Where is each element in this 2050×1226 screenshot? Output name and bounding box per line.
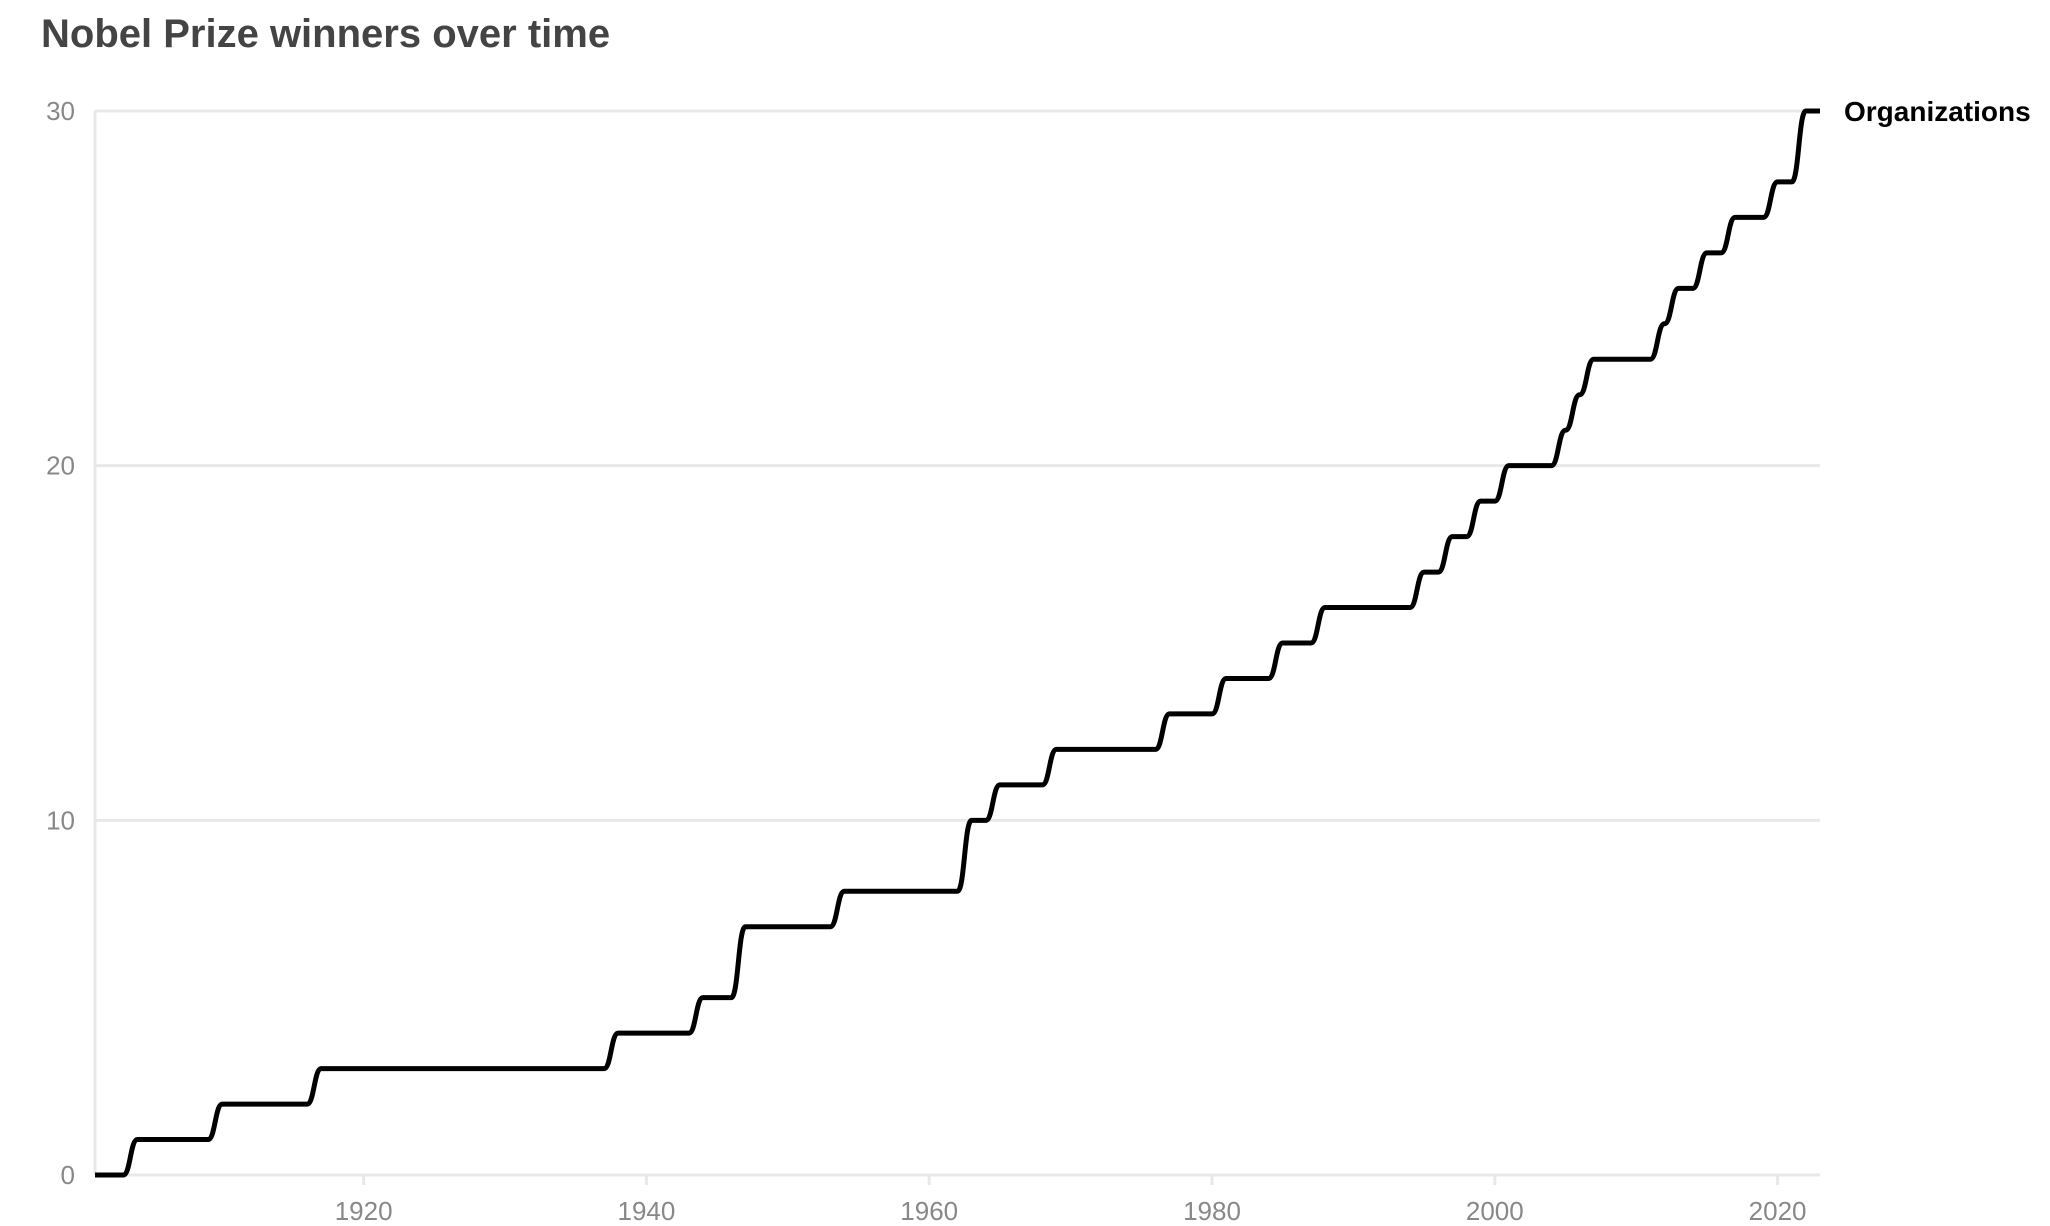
- x-tick-label: 2020: [1749, 1196, 1807, 1226]
- series-labels: Organizations: [1844, 96, 2031, 127]
- x-tick-label: 1960: [900, 1196, 958, 1226]
- series-line-0: [95, 108, 1820, 1178]
- x-tick-label: 1940: [618, 1196, 676, 1226]
- x-tick-label: 2000: [1466, 1196, 1524, 1226]
- y-tick-label: 10: [46, 805, 75, 835]
- gridlines: [95, 109, 1820, 1177]
- x-tick-label: 1980: [1183, 1196, 1241, 1226]
- series-lines: [95, 108, 1820, 1178]
- x-tick-label: 1920: [335, 1196, 393, 1226]
- y-tick-label: 30: [46, 96, 75, 126]
- series-label: Organizations: [1844, 96, 2031, 127]
- y-axis-ticks: 0 10 20 30: [46, 96, 75, 1190]
- y-tick-label: 20: [46, 451, 75, 481]
- chart-title: Nobel Prize winners over time: [41, 12, 611, 56]
- x-axis-ticks: 1920 1940 1960 1980 2000 2020: [335, 1175, 1807, 1226]
- y-tick-label: 0: [61, 1160, 75, 1190]
